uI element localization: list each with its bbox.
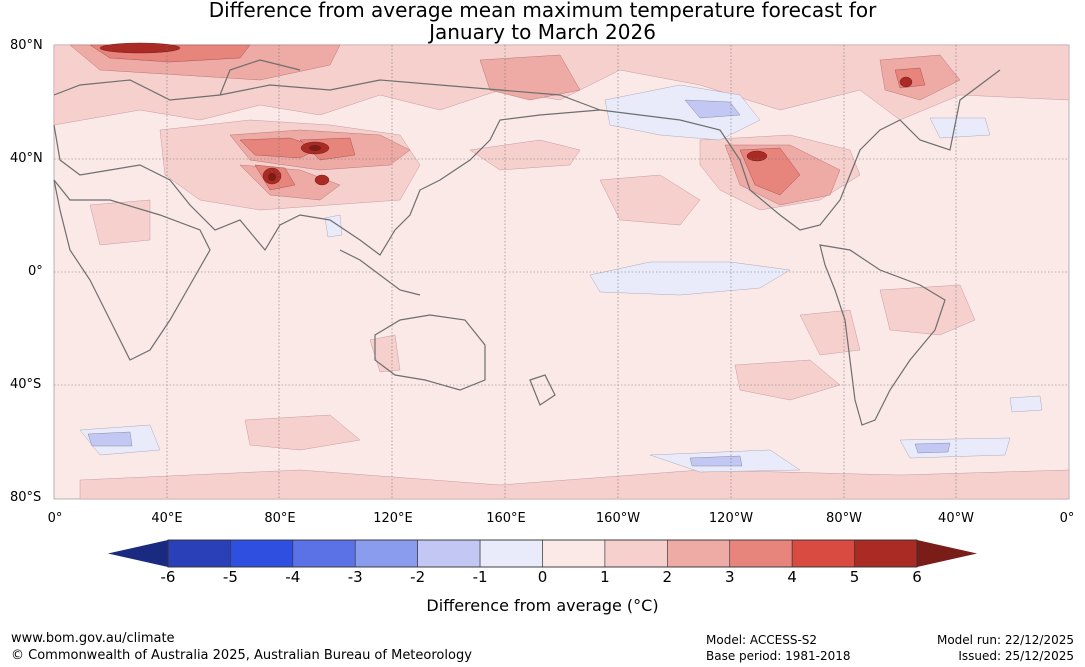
colorbar-tick-label: -5 [222, 568, 238, 586]
lat-label-equator: 0° [28, 264, 43, 279]
colorbar-tick-label: 4 [787, 568, 797, 586]
lon-label-0-right: 0° [1059, 511, 1075, 526]
colorbar-bin [292, 539, 356, 568]
colorbar-label: Difference from average (°C) [426, 596, 659, 615]
lon-label-80e: 80°E [264, 511, 296, 526]
colorbar-bin [854, 539, 918, 568]
colorbar-tick-label: 0 [537, 568, 548, 586]
colorbar-tick-label: -2 [410, 568, 426, 586]
lon-label-0-left: 0° [47, 511, 63, 526]
footer-issued: Issued: 25/12/2025 [958, 649, 1074, 663]
colorbar-bin [604, 539, 668, 568]
footer-model-run: Model run: 22/12/2025 [936, 633, 1074, 647]
lon-label-120e: 120°E [373, 511, 413, 526]
lon-label-120w: 120°W [708, 511, 754, 526]
lat-label-40s: 40°S [10, 377, 42, 392]
lon-label-40w: 40°W [938, 511, 974, 526]
lat-label-80n: 80°N [10, 38, 43, 53]
colorbar-frame [167, 539, 918, 568]
colorbar-bin [167, 539, 231, 568]
colorbar-bin [230, 539, 294, 568]
map-title-line-1: Difference from average mean maximum tem… [208, 0, 877, 22]
colorbar-bin [354, 539, 418, 568]
colorbar-tick-label: -6 [160, 568, 176, 586]
colorbar-bin [667, 539, 731, 568]
colorbar-bin [791, 539, 855, 568]
colorbar-bin [542, 539, 606, 568]
lon-label-40e: 40°E [151, 511, 183, 526]
footer-model: Model: ACCESS-S2 [706, 633, 818, 647]
colorbar-bin [479, 539, 543, 568]
anomaly-negative-regions [79, 84, 1043, 473]
colorbar-tick-label: 5 [849, 568, 860, 586]
colorbar-extend-low [108, 540, 168, 567]
colorbar-tick-label: 2 [662, 568, 673, 586]
colorbar-tick-label: 1 [600, 568, 610, 586]
footer-copyright: © Commonwealth of Australia 2025, Austra… [11, 648, 472, 663]
footer-website: www.bom.gov.au/climate [11, 631, 175, 646]
colorbar-bin [417, 539, 481, 568]
coastlines [53, 59, 1001, 426]
lon-label-80w: 80°W [826, 511, 862, 526]
lat-label-80s: 80°S [10, 490, 42, 505]
anomaly-above-6-hotspots [268, 145, 321, 181]
lon-label-160e: 160°E [486, 511, 526, 526]
anomaly-neg-1-2-regions [87, 99, 951, 467]
colorbar-tick-label: 3 [724, 568, 735, 586]
colorbar-tick-label: -1 [472, 568, 488, 586]
anomaly-1-2-regions [53, 44, 1070, 500]
graticule [54, 45, 1069, 499]
lon-label-160w: 160°W [595, 511, 641, 526]
colorbar-tick-label: 6 [912, 568, 922, 586]
lat-label-40n: 40°N [10, 151, 43, 166]
colorbar-extend-high [917, 540, 977, 567]
map-title-line-2: January to March 2026 [429, 20, 656, 44]
colorbar-bin [729, 539, 793, 568]
footer-base-period: Base period: 1981-2018 [706, 649, 851, 663]
colorbar-tick-label: -3 [347, 568, 363, 586]
colorbar-tick-label: -4 [285, 568, 301, 586]
